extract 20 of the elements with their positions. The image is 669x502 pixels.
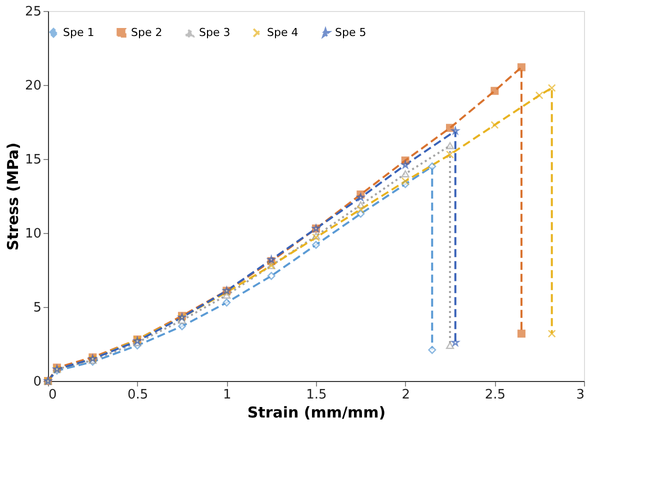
x-tick-label: 0.5 — [127, 388, 148, 402]
legend-label: Spe 2 — [131, 26, 162, 39]
legend-label: Spe 3 — [199, 26, 230, 40]
y-tick-label: 25 — [24, 4, 42, 20]
y-axis-title: Stress (MPa) — [4, 142, 22, 250]
legend-label: Spe 1 — [63, 26, 94, 39]
legend-label: Spe 4 — [267, 26, 298, 39]
x-axis-title: Strain (mm/mm) — [247, 404, 386, 422]
y-tick-label: 0 — [33, 374, 42, 390]
x-tick-label: 1 — [223, 388, 232, 402]
x-tick-label: 0 — [48, 388, 57, 402]
x-tick-label: 3 — [576, 388, 584, 402]
y-tick-label: 10 — [24, 226, 42, 242]
x-tick-label: 2.5 — [484, 388, 506, 402]
y-tick-label: 15 — [24, 152, 42, 168]
legend-label: Spe 5 — [335, 26, 366, 40]
x-tick-label: 2 — [402, 388, 410, 402]
y-tick-label: 5 — [33, 300, 42, 316]
x-tick-label: 1.5 — [306, 388, 327, 402]
y-tick-label: 20 — [24, 78, 42, 94]
